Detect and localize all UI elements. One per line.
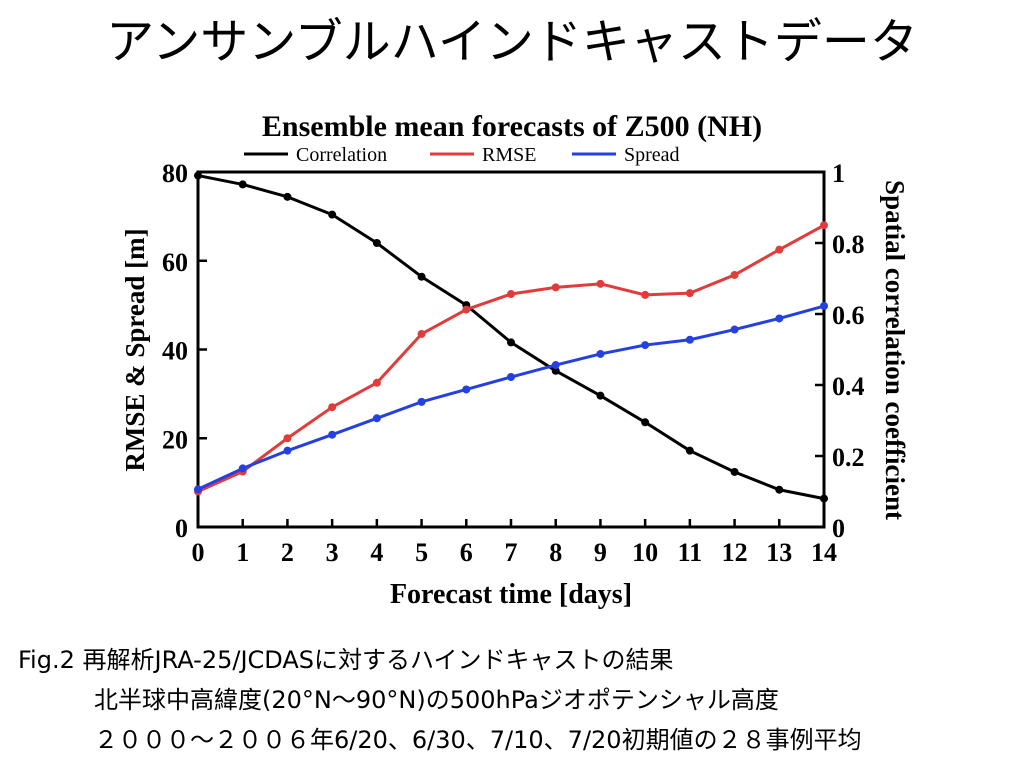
series-point-spread-2 — [283, 446, 292, 455]
series-point-rmse-9 — [596, 279, 605, 288]
x-tick-label-9: 9 — [594, 538, 607, 567]
x-tick-label-0: 0 — [192, 538, 205, 567]
series-point-spread-5 — [417, 397, 426, 406]
x-tick-label-6: 6 — [460, 538, 473, 567]
series-point-spread-8 — [551, 361, 560, 370]
series-point-correlation-10 — [641, 418, 650, 427]
x-tick-label-13: 13 — [766, 538, 792, 567]
y-tick-label-20: 20 — [162, 425, 188, 454]
series-line-rmse — [197, 223, 825, 493]
series-point-spread-13 — [775, 314, 784, 323]
x-axis: 0 1 2 3 4 5 6 7 8 9 10 11 12 13 14 — [192, 519, 837, 567]
series-point-spread-10 — [641, 341, 650, 350]
series-point-correlation-14 — [820, 494, 828, 503]
series-point-correlation-2 — [283, 192, 292, 201]
series-point-correlation-7 — [507, 338, 515, 347]
series-point-rmse-2 — [283, 434, 292, 443]
x-tick-label-12: 12 — [722, 538, 748, 567]
y-tick-label-0: 0 — [175, 514, 188, 543]
caption-line-2: 北半球中高緯度(20°N～90°N)の500hPaジオポテンシャル高度 — [94, 686, 779, 714]
slide-title: アンサンブルハインドキャストデータ — [106, 14, 918, 70]
chart: Ensemble mean forecasts of Z500 (NH) Cor… — [120, 110, 910, 610]
x-tick-label-8: 8 — [549, 538, 562, 567]
series-point-rmse-4 — [372, 378, 381, 387]
series-point-rmse-14 — [820, 221, 828, 230]
series-point-spread-6 — [462, 385, 471, 394]
series-point-correlation-4 — [372, 239, 381, 247]
series-point-correlation-0 — [194, 171, 202, 180]
series-point-correlation-5 — [417, 272, 426, 281]
series-point-spread-7 — [507, 373, 515, 382]
series-point-spread-3 — [328, 430, 337, 439]
y-axis-label: RMSE & Spread [m] — [120, 228, 150, 471]
x-tick-label-3: 3 — [326, 538, 339, 567]
series-point-spread-12 — [730, 325, 739, 334]
series-point-rmse-3 — [328, 403, 337, 412]
y2-tick-label-0.2: 0.2 — [832, 443, 865, 472]
y2-tick-label-0.6: 0.6 — [832, 301, 865, 330]
series-point-rmse-8 — [551, 283, 560, 292]
y-tick-label-80: 80 — [162, 159, 188, 188]
series-point-rmse-6 — [462, 305, 471, 314]
series-point-spread-11 — [685, 335, 694, 344]
legend-label-spread: Spread — [624, 144, 680, 166]
figure-caption: Fig.2 再解析JRA-25/JCDASに対するハインドキャストの結果 北半球… — [18, 640, 1018, 760]
series-point-correlation-3 — [328, 210, 337, 219]
series-point-correlation-13 — [775, 485, 784, 494]
chart-title: Ensemble mean forecasts of Z500 (NH) — [262, 110, 762, 143]
series-point-rmse-13 — [775, 245, 784, 254]
series-point-spread-1 — [238, 464, 247, 473]
x-axis-label: Forecast time [days] — [390, 579, 632, 610]
series-point-rmse-11 — [685, 289, 694, 298]
series-point-rmse-7 — [507, 290, 515, 299]
caption-line-1: Fig.2 再解析JRA-25/JCDASに対するハインドキャストの結果 — [18, 646, 674, 674]
x-tick-label-5: 5 — [415, 538, 428, 567]
y2-tick-label-0: 0 — [832, 514, 845, 543]
x-tick-label-4: 4 — [370, 538, 383, 567]
y-tick-label-60: 60 — [162, 248, 188, 277]
series-point-correlation-8 — [551, 366, 560, 375]
legend-label-correlation: Correlation — [296, 144, 387, 166]
legend: Correlation RMSE Spread — [244, 144, 680, 166]
y-axis-right: 0 0.2 0.4 0.6 0.8 1 — [815, 159, 865, 543]
x-tick-label-11: 11 — [678, 538, 703, 567]
series-point-correlation-9 — [596, 391, 605, 400]
series-point-rmse-10 — [641, 290, 650, 299]
x-tick-label-2: 2 — [281, 538, 294, 567]
y2-tick-label-1: 1 — [832, 159, 845, 188]
series-line-spread — [197, 304, 825, 491]
series-point-spread-4 — [372, 414, 381, 423]
x-tick-label-10: 10 — [632, 538, 658, 567]
series-point-correlation-1 — [238, 180, 247, 189]
y2-tick-label-0.8: 0.8 — [832, 230, 865, 259]
y-axis-left: 0 20 40 60 80 — [162, 159, 207, 543]
x-tick-label-14: 14 — [811, 538, 837, 567]
series-point-correlation-11 — [685, 446, 694, 455]
series-point-rmse-5 — [417, 329, 426, 338]
y2-tick-label-0.4: 0.4 — [832, 372, 865, 401]
plot-frame — [196, 170, 826, 529]
x-tick-label-7: 7 — [505, 538, 518, 567]
legend-label-rmse: RMSE — [482, 144, 536, 166]
series-point-correlation-12 — [730, 467, 739, 476]
series-point-spread-14 — [820, 302, 828, 311]
series-point-spread-9 — [596, 349, 605, 358]
caption-line-3: ２０００～２００６年6/20、6/30、7/10、7/20初期値の２８事例平均 — [94, 726, 862, 754]
y-tick-label-40: 40 — [162, 337, 188, 366]
series-point-rmse-12 — [730, 270, 739, 279]
y2-axis-label: Spatial correlation coefficient — [880, 180, 910, 520]
x-tick-label-1: 1 — [236, 538, 249, 567]
series-layer — [194, 171, 828, 503]
series-point-spread-0 — [194, 485, 202, 494]
